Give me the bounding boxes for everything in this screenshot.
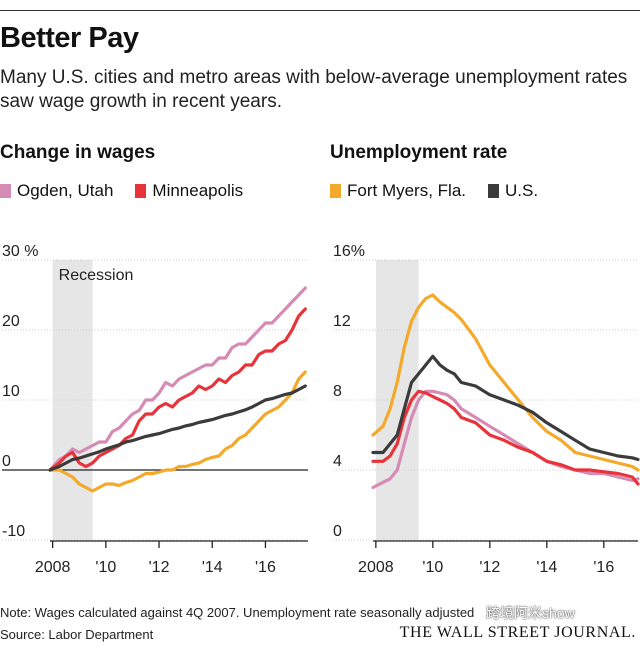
y-tick-label: 10 <box>2 383 20 400</box>
legend-swatch-minneapolis <box>135 184 147 198</box>
y-tick-label: -10 <box>2 523 25 540</box>
x-tick-label: 2008 <box>35 559 71 576</box>
watermark: 跨境阿米show <box>486 605 575 621</box>
source-note: Source: Labor Department <box>0 627 154 642</box>
legend-label-ogden: Ogden, Utah <box>17 181 114 200</box>
legend-label-minneapolis: Minneapolis <box>152 181 244 200</box>
page-subtitle: Many U.S. cities and metro areas with be… <box>0 67 628 112</box>
legend-item-fort-myers: Fort Myers, Fla. <box>330 181 466 201</box>
series-line-u-s <box>48 384 307 472</box>
y-tick-label: 0 <box>333 523 342 540</box>
series-line-ogden-utah <box>371 389 640 490</box>
series-line-minneapolis <box>371 389 640 486</box>
x-tick-label: '16 <box>593 559 614 576</box>
legend-swatch-ogden <box>0 184 11 198</box>
x-tick-label: '16 <box>255 559 276 576</box>
series-line-u-s <box>371 354 640 462</box>
y-tick-label: 4 <box>333 453 342 470</box>
legend-swatch-us <box>488 184 500 198</box>
series-line-fort-myers-fla <box>48 370 307 493</box>
top-rule <box>0 10 640 11</box>
x-tick-label: '12 <box>479 559 500 576</box>
chart-title-unemployment: Unemployment rate <box>330 142 508 163</box>
x-tick-label: '14 <box>536 559 557 576</box>
legend-label-fort-myers: Fort Myers, Fla. <box>347 181 467 200</box>
page-title: Better Pay <box>0 22 139 54</box>
legend-unemployment: Fort Myers, Fla. U.S. <box>330 181 560 201</box>
y-tick-label: 16% <box>333 243 365 260</box>
y-tick-label: 20 <box>2 313 20 330</box>
legend-item-us: U.S. <box>488 181 538 201</box>
x-tick-label: '12 <box>149 559 170 576</box>
legend-item-minneapolis: Minneapolis <box>135 181 243 201</box>
recession-label: Recession <box>59 267 134 284</box>
x-tick-label: '14 <box>202 559 223 576</box>
y-tick-label: 12 <box>333 313 351 330</box>
series-line-minneapolis <box>48 307 307 472</box>
chart-title-wages: Change in wages <box>0 142 156 163</box>
legend-label-us: U.S. <box>505 181 539 200</box>
y-tick-label: 30 % <box>2 243 38 260</box>
x-tick-label: 2008 <box>358 559 394 576</box>
x-tick-label: '10 <box>422 559 443 576</box>
legend-item-ogden: Ogden, Utah <box>0 181 113 201</box>
series-line-fort-myers-fla <box>371 293 640 472</box>
legend-swatch-fort-myers <box>330 184 341 198</box>
footnote: Note: Wages calculated against 4Q 2007. … <box>0 605 475 620</box>
series-line-ogden-utah <box>48 286 307 472</box>
y-tick-label: 0 <box>2 453 11 470</box>
publisher-logo: THE WALL STREET JOURNAL. <box>399 624 636 641</box>
x-tick-label: '10 <box>95 559 116 576</box>
legend-wages: Ogden, Utah Minneapolis <box>0 181 265 201</box>
y-tick-label: 8 <box>333 383 342 400</box>
